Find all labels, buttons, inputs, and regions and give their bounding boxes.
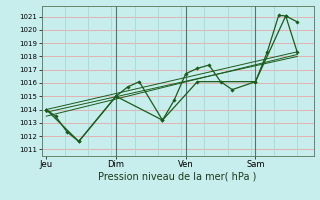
X-axis label: Pression niveau de la mer( hPa ): Pression niveau de la mer( hPa ) [99, 172, 257, 182]
